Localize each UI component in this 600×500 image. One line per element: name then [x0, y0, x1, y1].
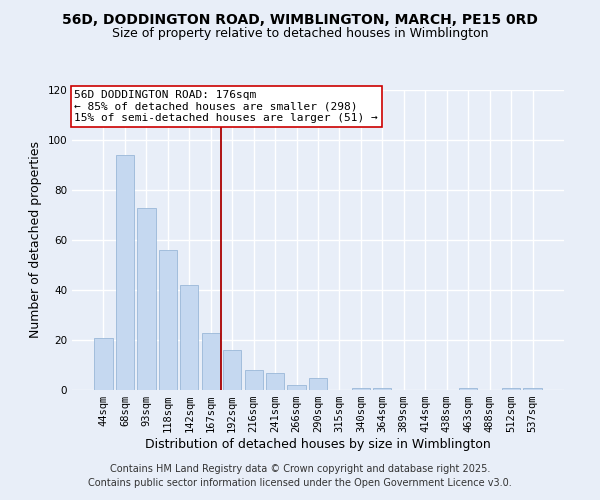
Text: Size of property relative to detached houses in Wimblington: Size of property relative to detached ho…: [112, 28, 488, 40]
Text: 56D DODDINGTON ROAD: 176sqm
← 85% of detached houses are smaller (298)
15% of se: 56D DODDINGTON ROAD: 176sqm ← 85% of det…: [74, 90, 378, 123]
Bar: [116, 155, 134, 390]
Bar: [159, 250, 177, 390]
Y-axis label: Number of detached properties: Number of detached properties: [29, 142, 42, 338]
Bar: [137, 208, 155, 390]
Bar: [523, 388, 542, 390]
Text: Contains HM Land Registry data © Crown copyright and database right 2025.
Contai: Contains HM Land Registry data © Crown c…: [88, 464, 512, 487]
Bar: [373, 388, 391, 390]
Bar: [94, 338, 113, 390]
Bar: [223, 350, 241, 390]
Bar: [180, 285, 199, 390]
Bar: [502, 388, 520, 390]
Bar: [287, 385, 305, 390]
Bar: [266, 372, 284, 390]
Bar: [352, 388, 370, 390]
Bar: [245, 370, 263, 390]
Bar: [309, 378, 327, 390]
Bar: [202, 332, 220, 390]
X-axis label: Distribution of detached houses by size in Wimblington: Distribution of detached houses by size …: [145, 438, 491, 451]
Bar: [459, 388, 477, 390]
Text: 56D, DODDINGTON ROAD, WIMBLINGTON, MARCH, PE15 0RD: 56D, DODDINGTON ROAD, WIMBLINGTON, MARCH…: [62, 12, 538, 26]
